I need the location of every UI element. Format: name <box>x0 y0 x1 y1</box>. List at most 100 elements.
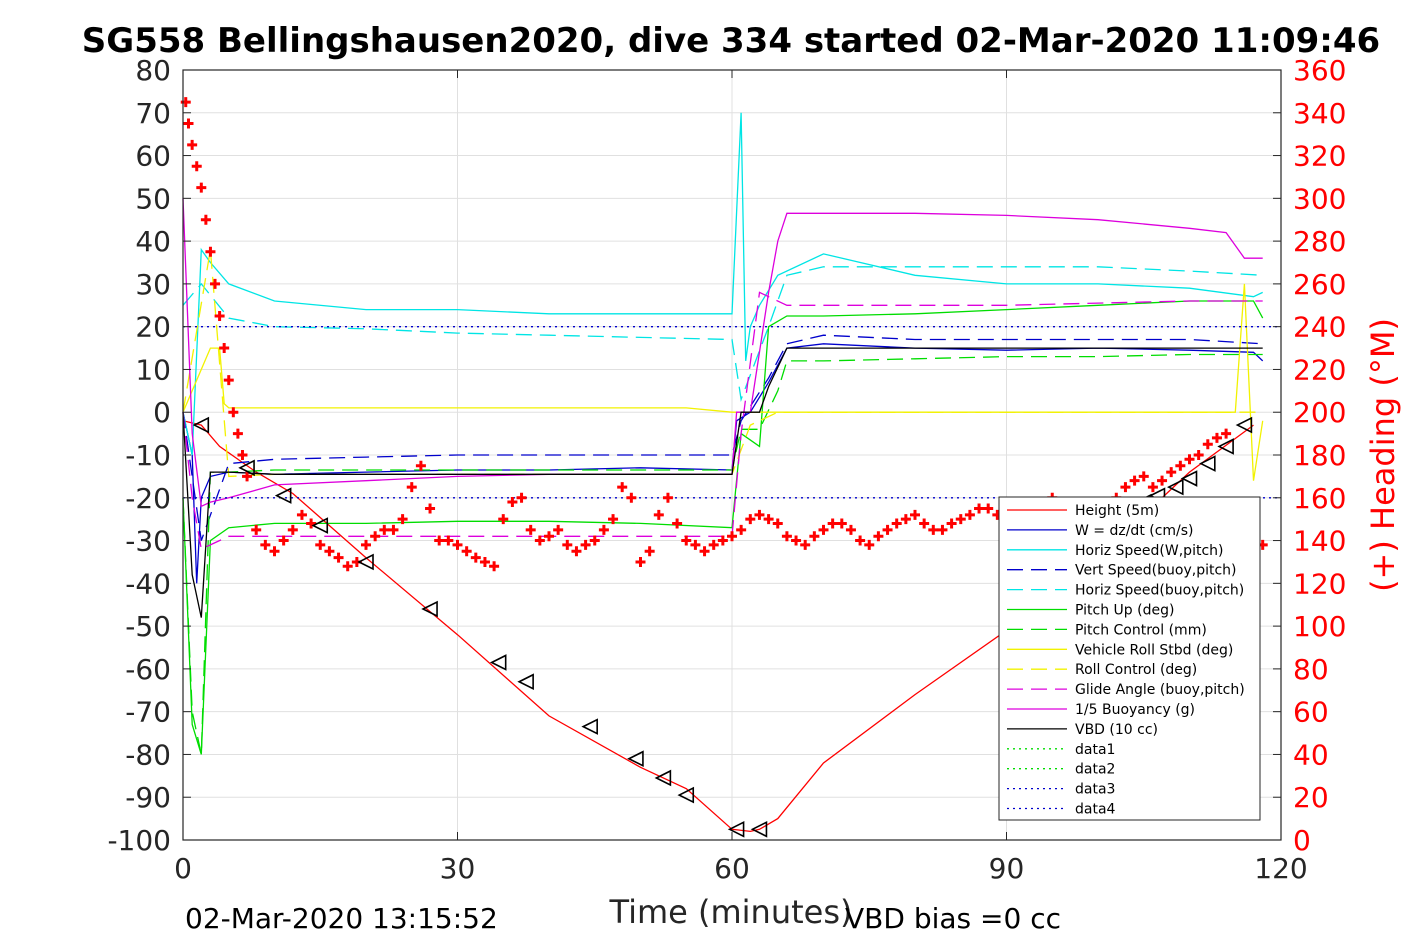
heading-point <box>919 518 930 529</box>
legend-label-1-5-buoyancy-g: 1/5 Buoyancy (g) <box>1075 702 1195 718</box>
heading-point <box>736 524 747 535</box>
vbd-marker <box>627 750 644 768</box>
vbd-marker <box>1180 470 1198 487</box>
heading-point <box>228 407 239 418</box>
heading-point <box>525 524 536 535</box>
x-tick-label: 60 <box>714 852 750 885</box>
heading-point <box>845 524 856 535</box>
heading-point <box>818 524 829 535</box>
heading-point <box>983 503 994 514</box>
heading-point <box>1166 467 1177 478</box>
vbd-marker <box>1235 416 1253 434</box>
heading-point <box>562 539 573 550</box>
footer-vbd-bias: VBD bias =0 cc <box>845 902 1061 935</box>
heading-point <box>754 509 765 520</box>
heading-point <box>223 375 234 386</box>
heading-point <box>489 561 500 572</box>
left-tick-label: 20 <box>135 311 171 344</box>
vbd-marker <box>727 821 745 838</box>
heading-point <box>461 546 472 557</box>
heading-point <box>553 524 564 535</box>
legend-label-horiz-speed-w-pitch: Horiz Speed(W,pitch) <box>1075 543 1223 559</box>
series-line-vert-speed-buoy-pitch <box>182 334 1263 541</box>
right-tick-label: 360 <box>1293 54 1346 87</box>
heading-point <box>891 518 902 529</box>
heading-point <box>242 471 253 482</box>
heading-point <box>260 539 271 550</box>
heading-point <box>653 509 664 520</box>
heading-point <box>626 492 637 503</box>
vbd-marker <box>489 654 507 671</box>
series-line-horiz-speed-w-pitch <box>182 112 1263 456</box>
chart-title: SG558 Bellingshausen2020, dive 334 start… <box>82 21 1380 61</box>
legend-label-vbd-10-cc: VBD (10 cc) <box>1075 722 1158 738</box>
heading-point <box>662 492 673 503</box>
heading-point <box>191 161 202 172</box>
heading-point <box>210 278 221 289</box>
heading-point <box>406 482 417 493</box>
heading-point <box>324 546 335 557</box>
right-tick-label: 140 <box>1293 525 1346 558</box>
heading-point <box>1202 439 1213 450</box>
legend-label-vehicle-roll-stbd-deg: Vehicle Roll Stbd (deg) <box>1075 642 1233 658</box>
heading-point <box>498 514 509 525</box>
left-tick-label: 40 <box>135 225 171 258</box>
heading-point <box>882 524 893 535</box>
heading-point <box>200 214 211 225</box>
heading-point <box>219 343 230 354</box>
heading-point <box>873 531 884 542</box>
left-tick-label: -40 <box>125 567 171 600</box>
heading-point <box>333 552 344 563</box>
legend-label-data2: data2 <box>1075 762 1115 778</box>
series-line-horiz-speed-buoy-pitch <box>182 266 1263 402</box>
heading-point <box>589 535 600 546</box>
left-tick-label: -70 <box>125 696 171 729</box>
vbd-marker <box>421 600 438 618</box>
heading-point <box>580 539 591 550</box>
legend: Height (5m) W = dz/dt (cm/s) Horiz Speed(W… <box>998 496 1261 821</box>
heading-point <box>681 535 692 546</box>
legend-label-pitch-up-deg: Pitch Up (deg) <box>1075 603 1174 619</box>
heading-point <box>544 531 554 542</box>
heading-point <box>910 509 920 520</box>
heading-point <box>1129 475 1140 486</box>
x-tick-label: 90 <box>989 852 1025 885</box>
legend-label-horiz-speed-buoy-pitch: Horiz Speed(buoy,pitch) <box>1075 583 1244 599</box>
left-tick-label: 70 <box>135 97 171 130</box>
heading-point <box>617 482 628 493</box>
right-tick-label: 20 <box>1293 781 1329 814</box>
vbd-marker <box>311 517 329 534</box>
heading-point <box>187 139 198 150</box>
series-line-vbd-10-cc <box>182 347 1263 618</box>
right-tick-label: 240 <box>1293 311 1346 344</box>
x-tick-label: 30 <box>440 852 476 885</box>
vbd-marker <box>1217 438 1234 455</box>
heading-point <box>964 509 975 520</box>
heading-point <box>955 514 966 525</box>
vbd-marker <box>750 821 768 838</box>
heading-point <box>1175 460 1186 471</box>
heading-point <box>717 535 728 546</box>
heading-point <box>699 546 710 557</box>
heading-point <box>1193 450 1204 460</box>
right-axis-label: (+) Heading (°M) <box>1364 318 1402 592</box>
right-tick-label: 80 <box>1293 653 1329 686</box>
vbd-marker <box>654 769 672 787</box>
heading-point <box>269 546 280 557</box>
heading-point <box>1147 482 1158 493</box>
footer-timestamp: 02-Mar-2020 13:15:52 <box>185 902 498 935</box>
left-tick-label: -50 <box>125 610 171 643</box>
axis-ticks: 0 30 60 90 12080706050403020100-10-20-30-40-… <box>107 54 1346 885</box>
vbd-marker <box>274 487 292 504</box>
vbd-marker <box>677 786 695 804</box>
heading-point <box>434 535 445 546</box>
x-tick-label: 120 <box>1254 852 1307 885</box>
heading-point <box>507 497 518 508</box>
left-tick-label: -100 <box>107 824 171 857</box>
right-tick-label: 0 <box>1293 824 1311 857</box>
heading-point <box>745 514 756 525</box>
left-tick-label: -60 <box>125 653 171 686</box>
heading-point <box>644 546 655 557</box>
heading-point <box>397 514 408 525</box>
heading-point <box>287 524 298 535</box>
